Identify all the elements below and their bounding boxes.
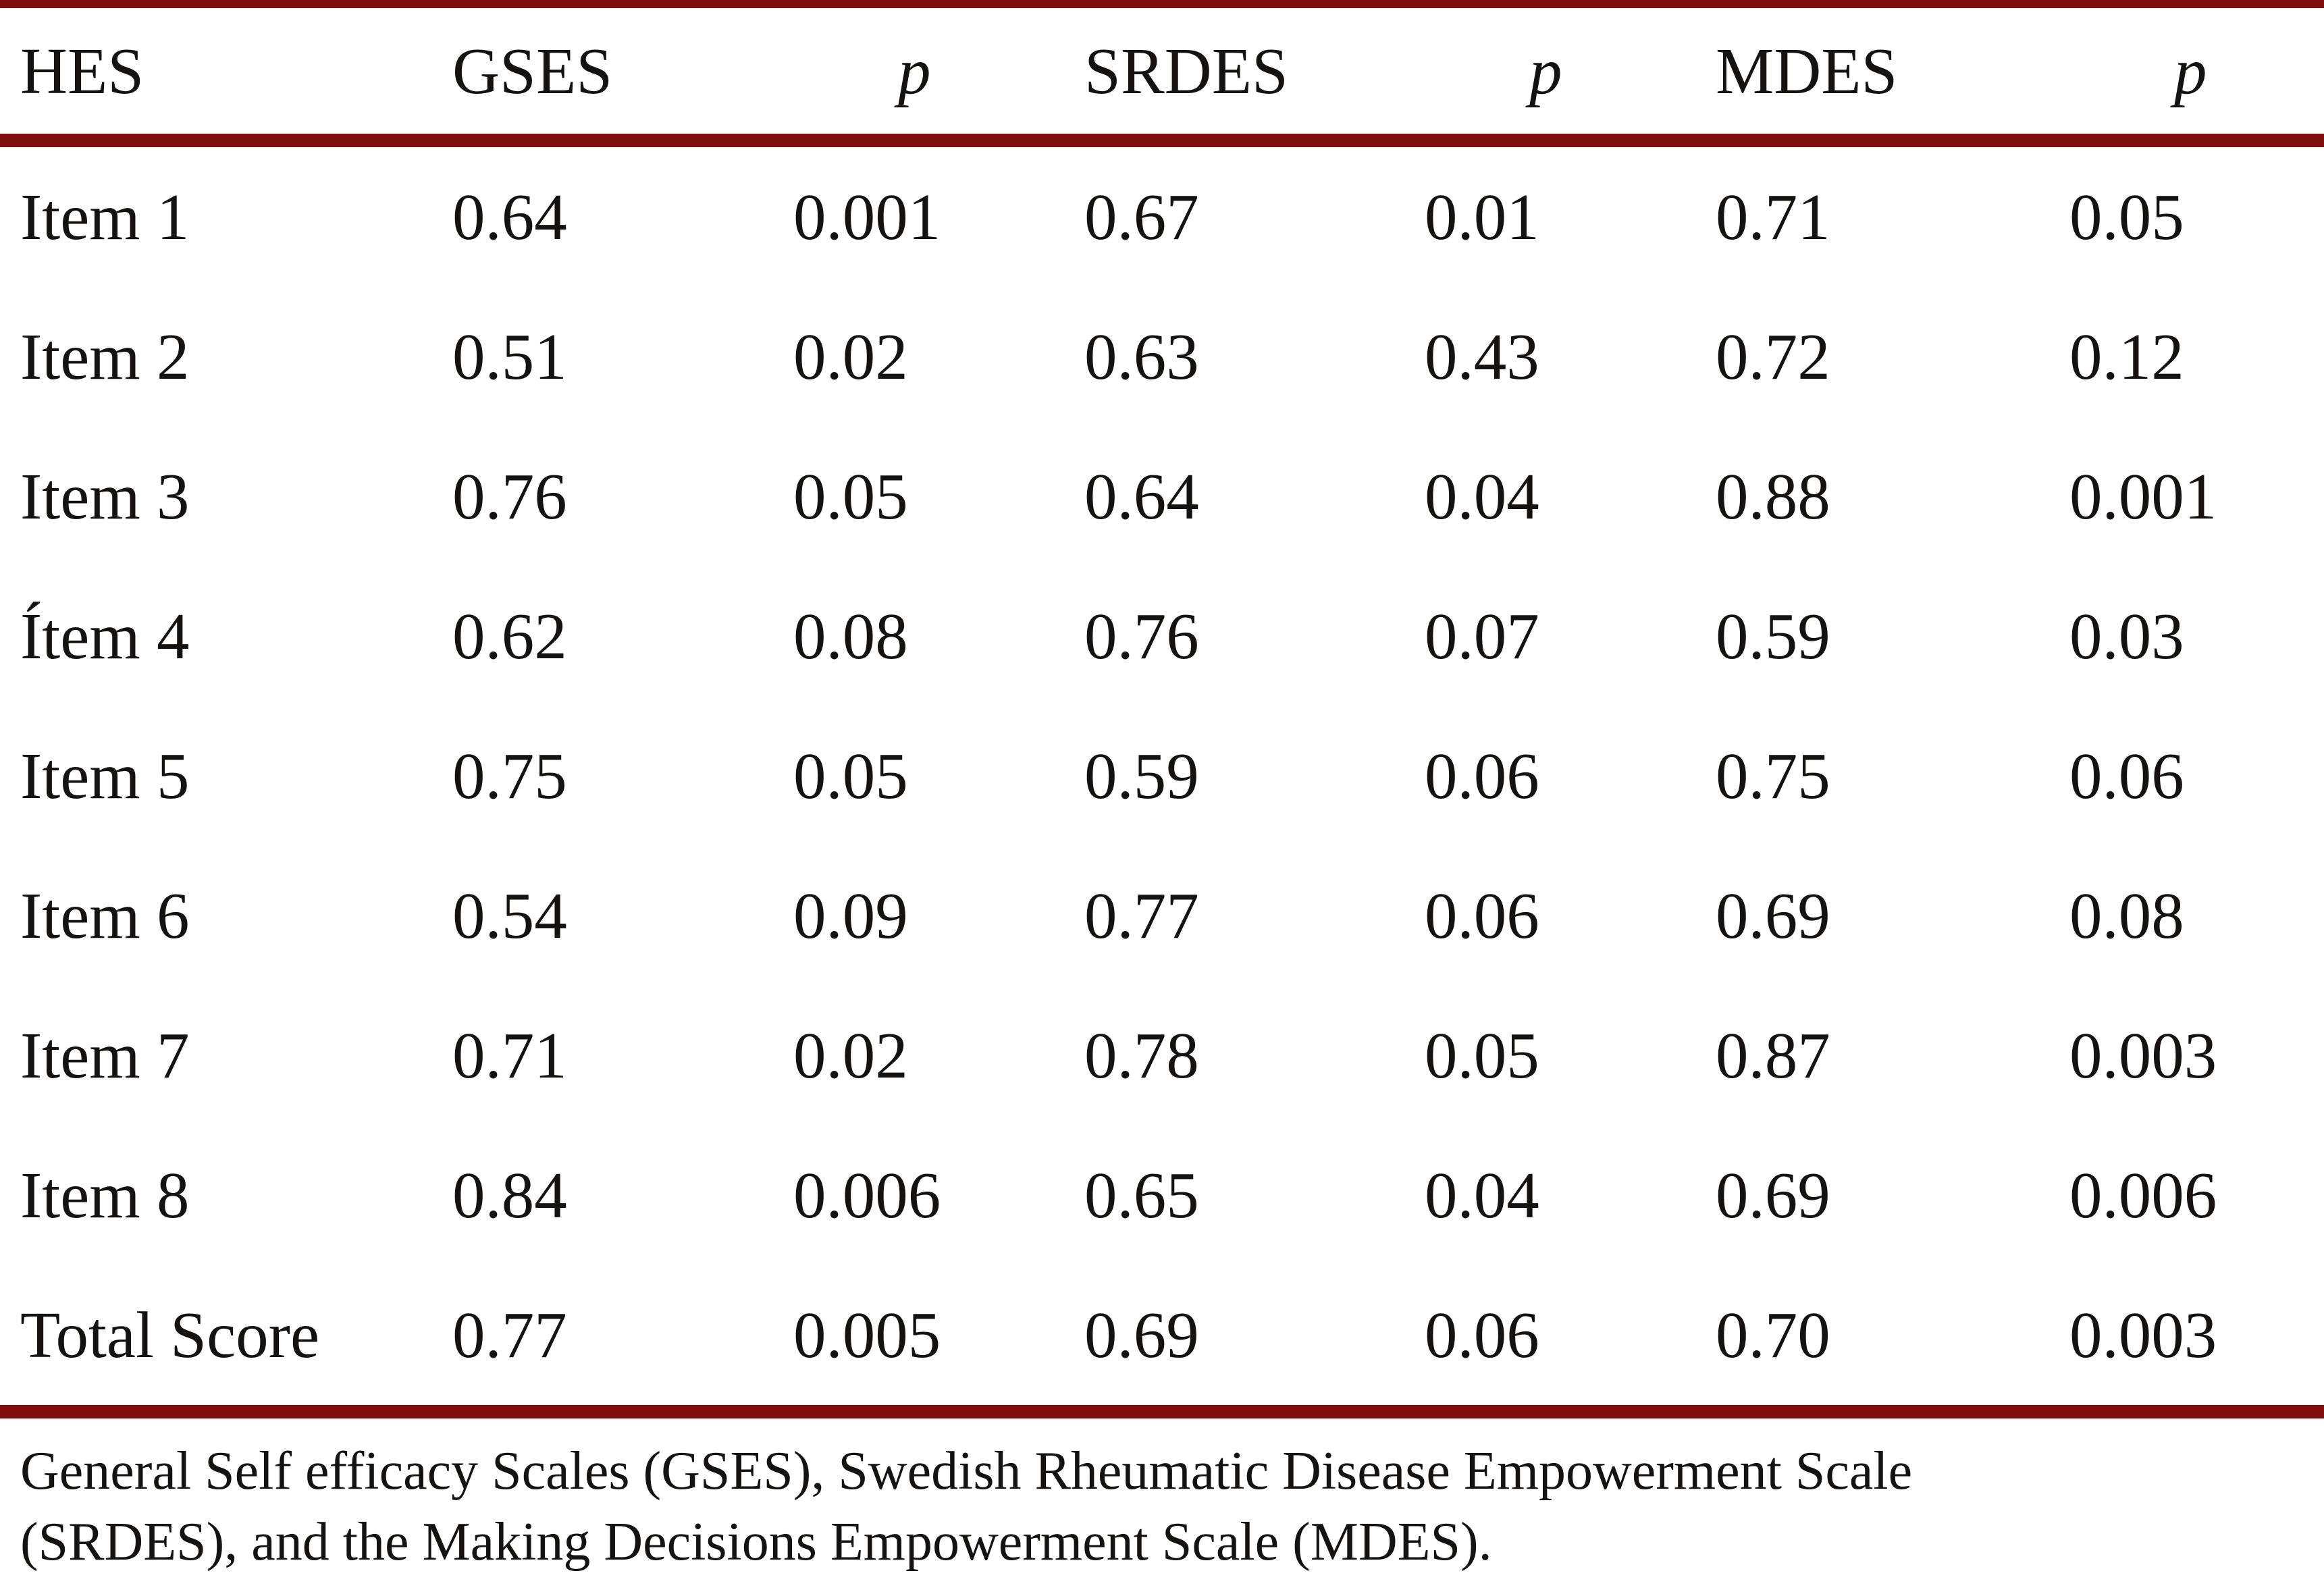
row-label: Item 3: [20, 460, 190, 533]
cell-srdes-value: 0.67: [1084, 181, 1199, 253]
table-row: Item 5 0.75 0.05 0.59 0.06 0.75 0.06: [0, 706, 2324, 846]
cell-srdes-value: 0.77: [1084, 880, 1199, 952]
row-label: Item 5: [20, 740, 190, 812]
column-header-p-srdes: p: [1529, 34, 1562, 107]
cell-gses-p: 0.05: [793, 740, 908, 812]
table-row: Item 8 0.84 0.006 0.65 0.04 0.69 0.006: [0, 1125, 2324, 1265]
cell-gses-value: 0.64: [452, 181, 567, 253]
row-label: Item 6: [20, 880, 190, 952]
footnote-line-2: (SRDES), and the Making Decisions Empowe…: [20, 1512, 1492, 1572]
row-label: Item 2: [20, 321, 190, 393]
table-footnote: General Self efficacy Scales (GSES), Swe…: [0, 1418, 2324, 1578]
cell-srdes-p: 0.06: [1425, 880, 1539, 952]
cell-srdes-value: 0.65: [1084, 1159, 1199, 1231]
cell-gses-value: 0.51: [452, 321, 567, 393]
column-header-hes: HES: [20, 34, 144, 107]
row-label: Item 1: [20, 181, 190, 253]
table-body: Item 1 0.64 0.001 0.67 0.01 0.71 0.05 It…: [0, 147, 2324, 1405]
cell-gses-value: 0.62: [452, 600, 567, 672]
cell-gses-p: 0.09: [793, 880, 908, 952]
cell-gses-p: 0.001: [793, 181, 941, 253]
cell-mdes-p: 0.05: [2069, 181, 2184, 253]
row-label: Item 7: [20, 1019, 190, 1092]
table-row: Item 6 0.54 0.09 0.77 0.06 0.69 0.08: [0, 846, 2324, 986]
bottom-rule: [0, 1405, 2324, 1418]
cell-mdes-p: 0.003: [2069, 1299, 2217, 1371]
cell-mdes-p: 0.12: [2069, 321, 2184, 393]
table-row: Item 2 0.51 0.02 0.63 0.43 0.72 0.12: [0, 287, 2324, 427]
cell-mdes-p: 0.006: [2069, 1159, 2217, 1231]
cell-mdes-value: 0.87: [1716, 1019, 1830, 1092]
table-header-row: HES GSES p SRDES p MDES p: [0, 8, 2324, 134]
cell-mdes-value: 0.69: [1716, 880, 1830, 952]
header-divider-rule: [0, 134, 2324, 147]
row-label: Ítem 4: [20, 600, 190, 672]
cell-srdes-p: 0.04: [1425, 1159, 1539, 1231]
cell-srdes-value: 0.63: [1084, 321, 1199, 393]
cell-gses-p: 0.02: [793, 321, 908, 393]
cell-gses-value: 0.71: [452, 1019, 567, 1092]
cell-gses-value: 0.54: [452, 880, 567, 952]
column-header-gses: GSES: [452, 34, 613, 107]
cell-gses-p: 0.05: [793, 460, 908, 533]
top-rule: [0, 0, 2324, 8]
cell-srdes-value: 0.78: [1084, 1019, 1199, 1092]
column-header-mdes: MDES: [1716, 34, 1898, 107]
cell-mdes-value: 0.69: [1716, 1159, 1830, 1231]
table-row: Item 1 0.64 0.001 0.67 0.01 0.71 0.05: [0, 147, 2324, 287]
cell-mdes-p: 0.001: [2069, 460, 2217, 533]
cell-srdes-p: 0.01: [1425, 181, 1539, 253]
cell-mdes-value: 0.70: [1716, 1299, 1830, 1371]
footnote-line-1: General Self efficacy Scales (GSES), Swe…: [20, 1441, 1913, 1501]
table-row: Ítem 4 0.62 0.08 0.76 0.07 0.59 0.03: [0, 566, 2324, 706]
cell-gses-value: 0.76: [452, 460, 567, 533]
table-row: Item 3 0.76 0.05 0.64 0.04 0.88 0.001: [0, 427, 2324, 566]
cell-gses-p: 0.006: [793, 1159, 941, 1231]
cell-mdes-p: 0.06: [2069, 740, 2184, 812]
cell-mdes-value: 0.59: [1716, 600, 1830, 672]
row-label: Total Score: [20, 1299, 320, 1371]
cell-mdes-value: 0.88: [1716, 460, 1830, 533]
cell-gses-value: 0.84: [452, 1159, 567, 1231]
cell-mdes-p: 0.003: [2069, 1019, 2217, 1092]
column-header-p-mdes: p: [2174, 34, 2207, 107]
cell-gses-p: 0.08: [793, 600, 908, 672]
column-header-srdes: SRDES: [1084, 34, 1288, 107]
cell-mdes-value: 0.75: [1716, 740, 1830, 812]
column-header-p-gses: p: [898, 34, 931, 107]
cell-mdes-p: 0.03: [2069, 600, 2184, 672]
cell-srdes-p: 0.43: [1425, 321, 1539, 393]
cell-srdes-value: 0.76: [1084, 600, 1199, 672]
cell-srdes-p: 0.05: [1425, 1019, 1539, 1092]
cell-srdes-p: 0.06: [1425, 1299, 1539, 1371]
row-label: Item 8: [20, 1159, 190, 1231]
cell-mdes-p: 0.08: [2069, 880, 2184, 952]
cell-srdes-value: 0.69: [1084, 1299, 1199, 1371]
table-row-total: Total Score 0.77 0.005 0.69 0.06 0.70 0.…: [0, 1265, 2324, 1405]
table-row: Item 7 0.71 0.02 0.78 0.05 0.87 0.003: [0, 986, 2324, 1125]
cell-mdes-value: 0.71: [1716, 181, 1830, 253]
cell-srdes-p: 0.06: [1425, 740, 1539, 812]
cell-srdes-p: 0.04: [1425, 460, 1539, 533]
cell-mdes-value: 0.72: [1716, 321, 1830, 393]
cell-srdes-value: 0.64: [1084, 460, 1199, 533]
cell-srdes-p: 0.07: [1425, 600, 1539, 672]
cell-gses-value: 0.75: [452, 740, 567, 812]
cell-gses-p: 0.005: [793, 1299, 941, 1371]
cell-gses-value: 0.77: [452, 1299, 567, 1371]
cell-gses-p: 0.02: [793, 1019, 908, 1092]
cell-srdes-value: 0.59: [1084, 740, 1199, 812]
